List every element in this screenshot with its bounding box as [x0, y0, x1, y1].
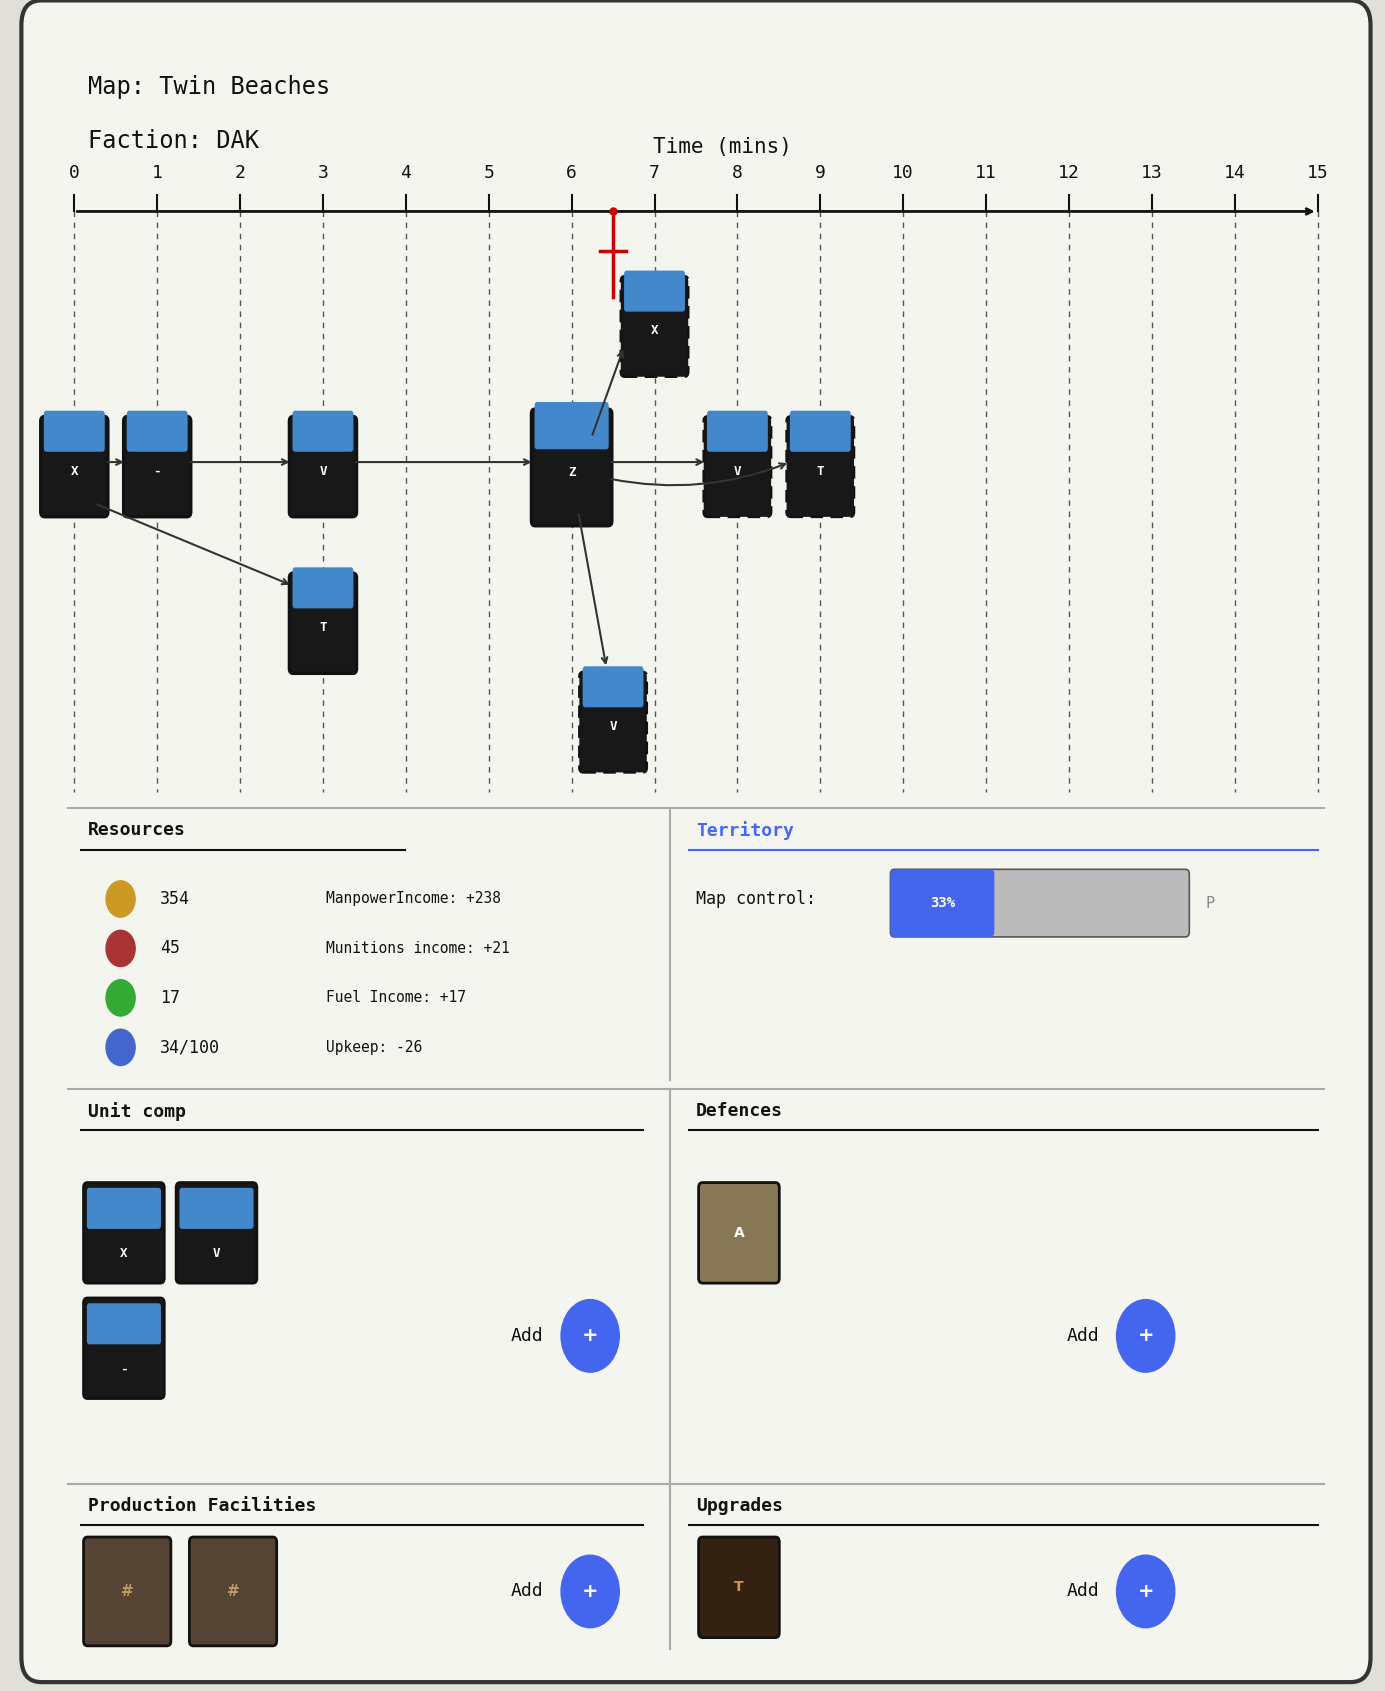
Text: 17: 17: [161, 989, 180, 1006]
Text: 15: 15: [1306, 164, 1328, 181]
FancyBboxPatch shape: [123, 416, 191, 517]
Text: Add: Add: [511, 1583, 543, 1600]
Text: Faction: DAK: Faction: DAK: [87, 129, 259, 152]
Circle shape: [107, 881, 136, 917]
Text: Resources: Resources: [87, 822, 186, 839]
Text: Upgrades: Upgrades: [695, 1498, 783, 1515]
Text: V: V: [609, 720, 616, 734]
FancyBboxPatch shape: [292, 568, 353, 609]
Text: Fuel Income: +17: Fuel Income: +17: [325, 991, 465, 1006]
Text: P: P: [1205, 896, 1215, 910]
FancyBboxPatch shape: [21, 0, 1371, 1683]
Text: T: T: [734, 1581, 744, 1595]
FancyBboxPatch shape: [180, 1187, 253, 1229]
FancyBboxPatch shape: [579, 671, 647, 773]
Text: 1: 1: [152, 164, 162, 181]
Text: 13: 13: [1141, 164, 1163, 181]
Text: +: +: [582, 1583, 598, 1601]
FancyBboxPatch shape: [620, 276, 688, 377]
FancyBboxPatch shape: [698, 1537, 780, 1637]
Text: #: #: [227, 1584, 240, 1600]
Text: 6: 6: [566, 164, 578, 181]
Circle shape: [561, 1556, 619, 1628]
Text: Add: Add: [1066, 1583, 1098, 1600]
Text: 8: 8: [731, 164, 742, 181]
Text: 3: 3: [317, 164, 328, 181]
Text: Map: Twin Beaches: Map: Twin Beaches: [87, 74, 330, 98]
Circle shape: [107, 1030, 136, 1065]
FancyBboxPatch shape: [891, 869, 994, 937]
Text: -: -: [154, 465, 161, 477]
FancyBboxPatch shape: [87, 1187, 161, 1229]
FancyBboxPatch shape: [535, 402, 608, 450]
FancyBboxPatch shape: [176, 1182, 256, 1283]
Text: ManpowerIncome: +238: ManpowerIncome: +238: [325, 891, 500, 906]
Text: Z: Z: [568, 467, 575, 479]
Text: 34/100: 34/100: [161, 1038, 220, 1057]
Text: A: A: [734, 1226, 744, 1240]
FancyBboxPatch shape: [44, 411, 105, 451]
Text: Unit comp: Unit comp: [87, 1103, 186, 1121]
Text: T: T: [319, 621, 327, 634]
FancyBboxPatch shape: [625, 271, 686, 311]
FancyBboxPatch shape: [706, 411, 767, 451]
Text: V: V: [734, 465, 741, 477]
FancyBboxPatch shape: [87, 1304, 161, 1344]
Text: 0: 0: [69, 164, 80, 181]
Text: 354: 354: [161, 889, 190, 908]
Text: X: X: [120, 1248, 127, 1260]
Text: 10: 10: [892, 164, 914, 181]
Text: 11: 11: [975, 164, 997, 181]
Text: 14: 14: [1224, 164, 1245, 181]
Circle shape: [1116, 1556, 1174, 1628]
Circle shape: [107, 979, 136, 1016]
Circle shape: [561, 1300, 619, 1371]
Text: 4: 4: [400, 164, 411, 181]
Text: +: +: [1137, 1326, 1154, 1346]
Circle shape: [1116, 1300, 1174, 1371]
FancyBboxPatch shape: [891, 869, 1190, 937]
Text: 7: 7: [650, 164, 661, 181]
Text: 9: 9: [814, 164, 825, 181]
FancyBboxPatch shape: [289, 573, 357, 673]
FancyBboxPatch shape: [289, 416, 357, 517]
FancyBboxPatch shape: [292, 411, 353, 451]
FancyBboxPatch shape: [83, 1537, 170, 1645]
Text: 2: 2: [234, 164, 245, 181]
Text: V: V: [319, 465, 327, 477]
Text: X: X: [71, 465, 78, 477]
Text: -: -: [120, 1363, 127, 1375]
FancyBboxPatch shape: [532, 409, 612, 526]
Text: 5: 5: [483, 164, 494, 181]
Circle shape: [107, 930, 136, 967]
Text: 12: 12: [1058, 164, 1080, 181]
FancyBboxPatch shape: [127, 411, 187, 451]
FancyBboxPatch shape: [190, 1537, 277, 1645]
Text: V: V: [213, 1248, 220, 1260]
Text: Add: Add: [511, 1327, 543, 1344]
Text: +: +: [582, 1326, 598, 1346]
Text: Map control:: Map control:: [695, 889, 816, 908]
FancyBboxPatch shape: [704, 416, 771, 517]
Text: Munitions income: +21: Munitions income: +21: [325, 940, 510, 955]
FancyBboxPatch shape: [787, 416, 855, 517]
FancyBboxPatch shape: [789, 411, 850, 451]
Text: Defences: Defences: [695, 1103, 783, 1119]
Text: Add: Add: [1066, 1327, 1098, 1344]
Text: Territory: Territory: [695, 822, 794, 840]
Text: T: T: [817, 465, 824, 477]
Text: 33%: 33%: [929, 896, 954, 910]
FancyBboxPatch shape: [83, 1182, 165, 1283]
Text: +: +: [1137, 1583, 1154, 1601]
FancyBboxPatch shape: [698, 1182, 780, 1283]
FancyBboxPatch shape: [83, 1299, 165, 1398]
Text: 45: 45: [161, 940, 180, 957]
Text: Time (mins): Time (mins): [652, 137, 792, 157]
FancyBboxPatch shape: [583, 666, 644, 707]
FancyBboxPatch shape: [40, 416, 108, 517]
Text: Upkeep: -26: Upkeep: -26: [325, 1040, 422, 1055]
Text: #: #: [120, 1584, 133, 1600]
Text: X: X: [651, 325, 658, 338]
Text: Production Facilities: Production Facilities: [87, 1498, 316, 1515]
